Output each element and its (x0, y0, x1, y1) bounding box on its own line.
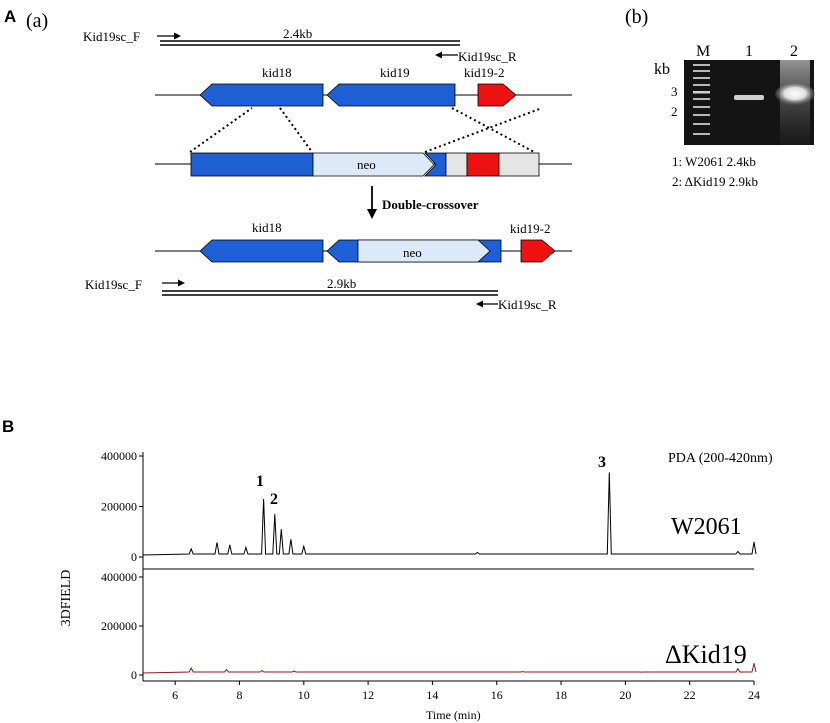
marker-3kb-label: 3 (671, 84, 678, 99)
lane-m-label: M (696, 43, 710, 60)
peak-1-label: 1 (256, 473, 264, 490)
y-axis-title: 3DFIELD (59, 570, 74, 627)
y-tick-label: 400000 (101, 570, 137, 584)
dkid19-trace (142, 663, 757, 674)
kid19-gene-arrow (326, 83, 456, 107)
x-tick-label: 8 (236, 688, 242, 702)
x-tick-label: 20 (619, 688, 631, 702)
panel-B-letter: B (2, 417, 14, 436)
w2061-trace-label: W2061 (671, 514, 742, 540)
w2061-trace (142, 472, 757, 556)
dkid19-trace-label: ΔKid19 (665, 640, 747, 669)
x-tick-label: 18 (555, 688, 567, 702)
x-tick-label: 24 (748, 688, 760, 702)
y-tick-label: 0 (131, 550, 137, 564)
y-tick-label: 400000 (101, 449, 137, 463)
bottom-reverse-arrow (476, 300, 498, 308)
construct-neo-cassette (312, 152, 435, 177)
x-tick-label: 22 (684, 688, 696, 702)
gel-legend-1: 1: W2061 2.4kb (672, 154, 756, 169)
panel-b-sublabel: (b) (625, 6, 648, 28)
y-tick-label: 0 (131, 668, 137, 682)
ladder-bands (693, 64, 710, 135)
top-amplicon-size: 2.4kb (283, 26, 312, 41)
x-ticks: 6 8 10 12 14 16 18 20 22 24 (172, 681, 760, 702)
lane-2-label: 2 (790, 43, 798, 60)
chromatogram-axes (142, 452, 754, 682)
top-reverse-arrow (435, 51, 458, 59)
peak-3-label: 3 (598, 454, 606, 471)
result-kid18-gene-arrow (199, 239, 324, 263)
bottom-forward-arrow (162, 279, 185, 287)
double-crossover-label: Double-crossover (382, 197, 479, 212)
peak-2-label: 2 (270, 491, 278, 508)
panel-a-sublabel: (a) (26, 10, 48, 32)
top-forward-primer-label: Kid19sc_F (83, 29, 140, 44)
gel-legend-2: 2: ΔKid19 2.9kb (672, 174, 758, 189)
x-tick-label: 14 (426, 688, 438, 702)
result-kid19-2-label: kid19-2 (510, 221, 550, 236)
gel-image (684, 60, 815, 145)
y-tick-label: 200000 (101, 619, 137, 633)
top-forward-arrow (157, 32, 181, 40)
construct-kid19-fragment (424, 152, 447, 177)
result-neo-label: neo (403, 245, 422, 260)
crossover-lines (189, 107, 543, 153)
x-tick-label: 16 (491, 688, 503, 702)
marker-2kb-label: 2 (671, 104, 678, 119)
bottom-forward-primer-label: Kid19sc_F (85, 277, 142, 292)
bottom-amplicon-double-line (162, 290, 498, 296)
gene-kid19-2-label: kid19-2 (464, 65, 504, 80)
construct-kid19-2-homology (466, 152, 500, 177)
lane-2-band (775, 83, 815, 105)
gene-kid19-label: kid19 (380, 65, 410, 80)
result-kid18-label: kid18 (252, 220, 282, 235)
bottom-amplicon-size: 2.9kb (327, 276, 356, 291)
gene-kid18-label: kid18 (262, 65, 292, 80)
construct-neo-label: neo (357, 157, 376, 172)
panel-a-letter: A (4, 7, 16, 26)
construct-gray-spacer-right (498, 152, 540, 177)
bottom-reverse-primer-label: Kid19sc_R (498, 297, 557, 312)
kid19-2-gene-arrow (477, 83, 517, 107)
y-tick-label: 200000 (101, 500, 137, 514)
lane-1-label: 1 (745, 43, 753, 60)
top-amplicon-double-line (160, 40, 460, 46)
detector-label: PDA (200-420nm) (668, 451, 773, 466)
construct-kid18-homology (190, 152, 314, 177)
construct-gray-spacer-left (445, 152, 468, 177)
x-axis-title: Time (min) (426, 708, 481, 722)
y-ticks: 0 200000 400000 0 200000 400000 (101, 449, 143, 682)
kb-unit-label: kb (654, 61, 670, 78)
double-crossover-arrow (367, 186, 377, 219)
lane-1-band (734, 95, 764, 100)
x-tick-label: 12 (362, 688, 374, 702)
result-kid19-2-gene-arrow (520, 239, 556, 263)
x-tick-label: 10 (298, 688, 310, 702)
kid18-gene-arrow (199, 83, 324, 107)
x-tick-label: 6 (172, 688, 178, 702)
top-reverse-primer-label: Kid19sc_R (458, 49, 517, 64)
result-neo-cassette (357, 239, 491, 263)
